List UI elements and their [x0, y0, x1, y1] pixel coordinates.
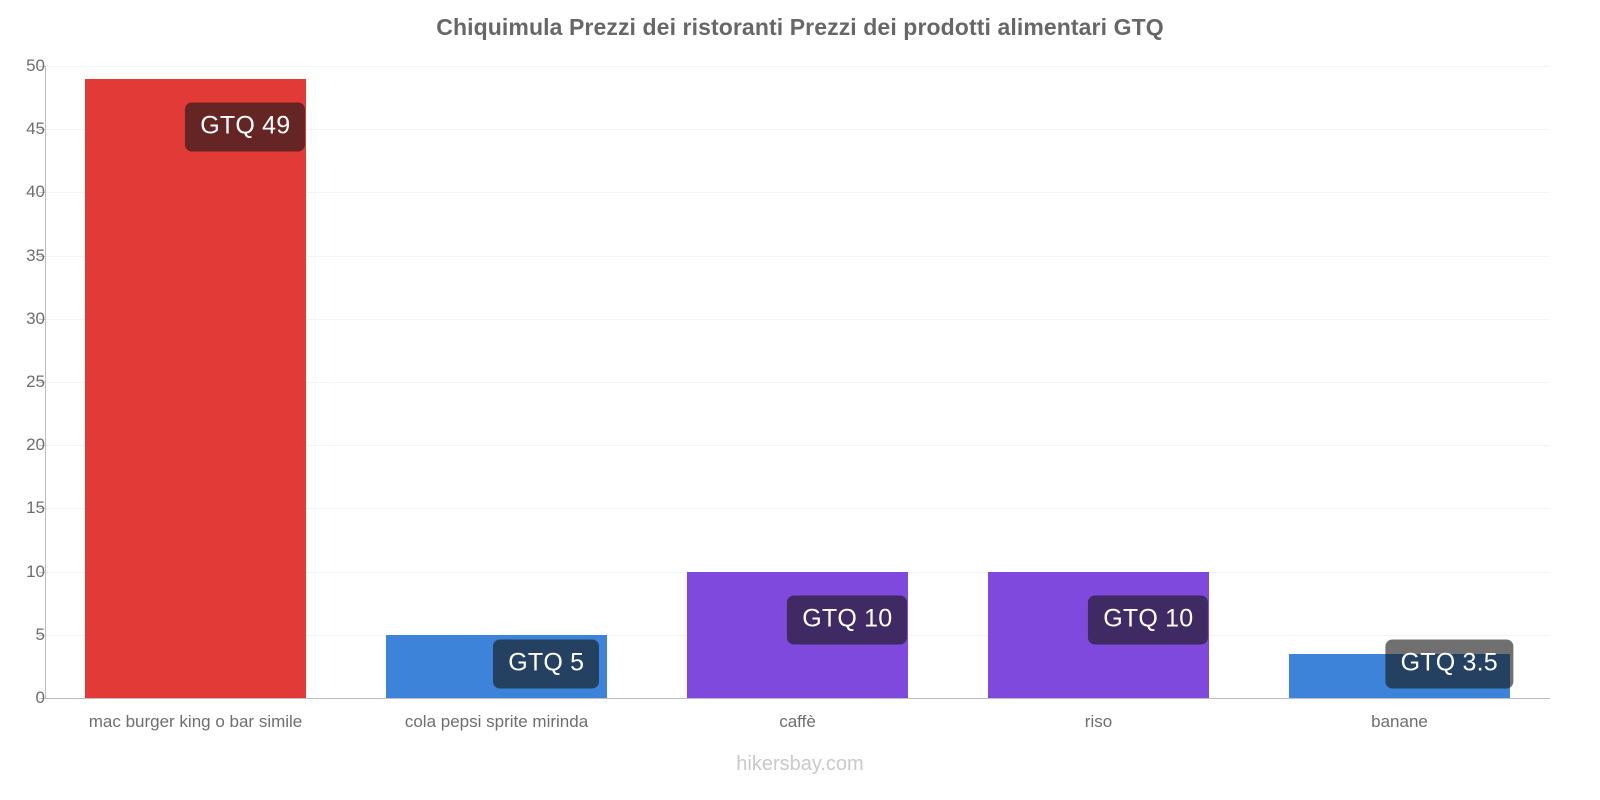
gridline [45, 66, 1550, 67]
y-axis-tick [39, 634, 46, 636]
bar-value-label: GTQ 3.5 [1385, 639, 1513, 689]
y-axis-tick [39, 382, 46, 383]
x-axis-category-label: riso [1084, 712, 1113, 731]
bar-value-label: GTQ 10 [1088, 595, 1209, 645]
y-axis-tick-label: 5 [35, 624, 45, 644]
chart-title: Chiquimula Prezzi dei ristoranti Prezzi … [436, 14, 1164, 40]
y-axis-tick-label: 20 [26, 435, 45, 455]
gridline [45, 255, 1550, 257]
y-axis-tick [39, 255, 46, 257]
gridline [45, 129, 1550, 131]
gridline [45, 192, 1550, 194]
x-axis-category-label: caffè [779, 712, 816, 731]
y-axis-tick [39, 508, 46, 510]
y-axis-tick [39, 66, 46, 67]
y-axis-tick-label: 10 [26, 561, 45, 581]
y-axis-tick [39, 318, 46, 320]
y-axis-tick-label: 35 [26, 245, 45, 265]
gridline [45, 318, 1550, 320]
x-axis-category-label: cola pepsi sprite mirinda [404, 712, 589, 731]
gridline [45, 508, 1550, 510]
x-axis-category-label: mac burger king o bar simile [88, 712, 303, 731]
bar-value-label: GTQ 49 [185, 102, 306, 152]
y-axis-tick-label: 30 [26, 308, 45, 328]
y-axis-tick [39, 445, 46, 447]
y-axis-tick-label: 25 [26, 372, 45, 391]
footer-watermark: hikersbay.com [736, 753, 864, 775]
y-axis-tick [39, 571, 46, 573]
gridline [45, 382, 1550, 383]
y-axis-tick-label: 45 [26, 119, 45, 139]
y-axis-tick [39, 192, 46, 194]
y-axis-tick-label: 50 [26, 56, 45, 75]
bar-value-label: GTQ 10 [787, 595, 908, 645]
x-axis-line [45, 698, 1550, 699]
y-axis-tick [39, 129, 46, 131]
y-axis-tick [39, 698, 46, 699]
y-axis-tick-label: 15 [26, 498, 45, 518]
y-axis-tick-label: 0 [35, 688, 45, 707]
bar[interactable] [84, 78, 307, 698]
y-axis-tick-label: 40 [26, 182, 45, 202]
y-axis-line [45, 66, 46, 698]
x-axis-category-label: banane [1371, 712, 1428, 731]
bar-value-label: GTQ 5 [493, 639, 600, 689]
gridline [45, 445, 1550, 447]
